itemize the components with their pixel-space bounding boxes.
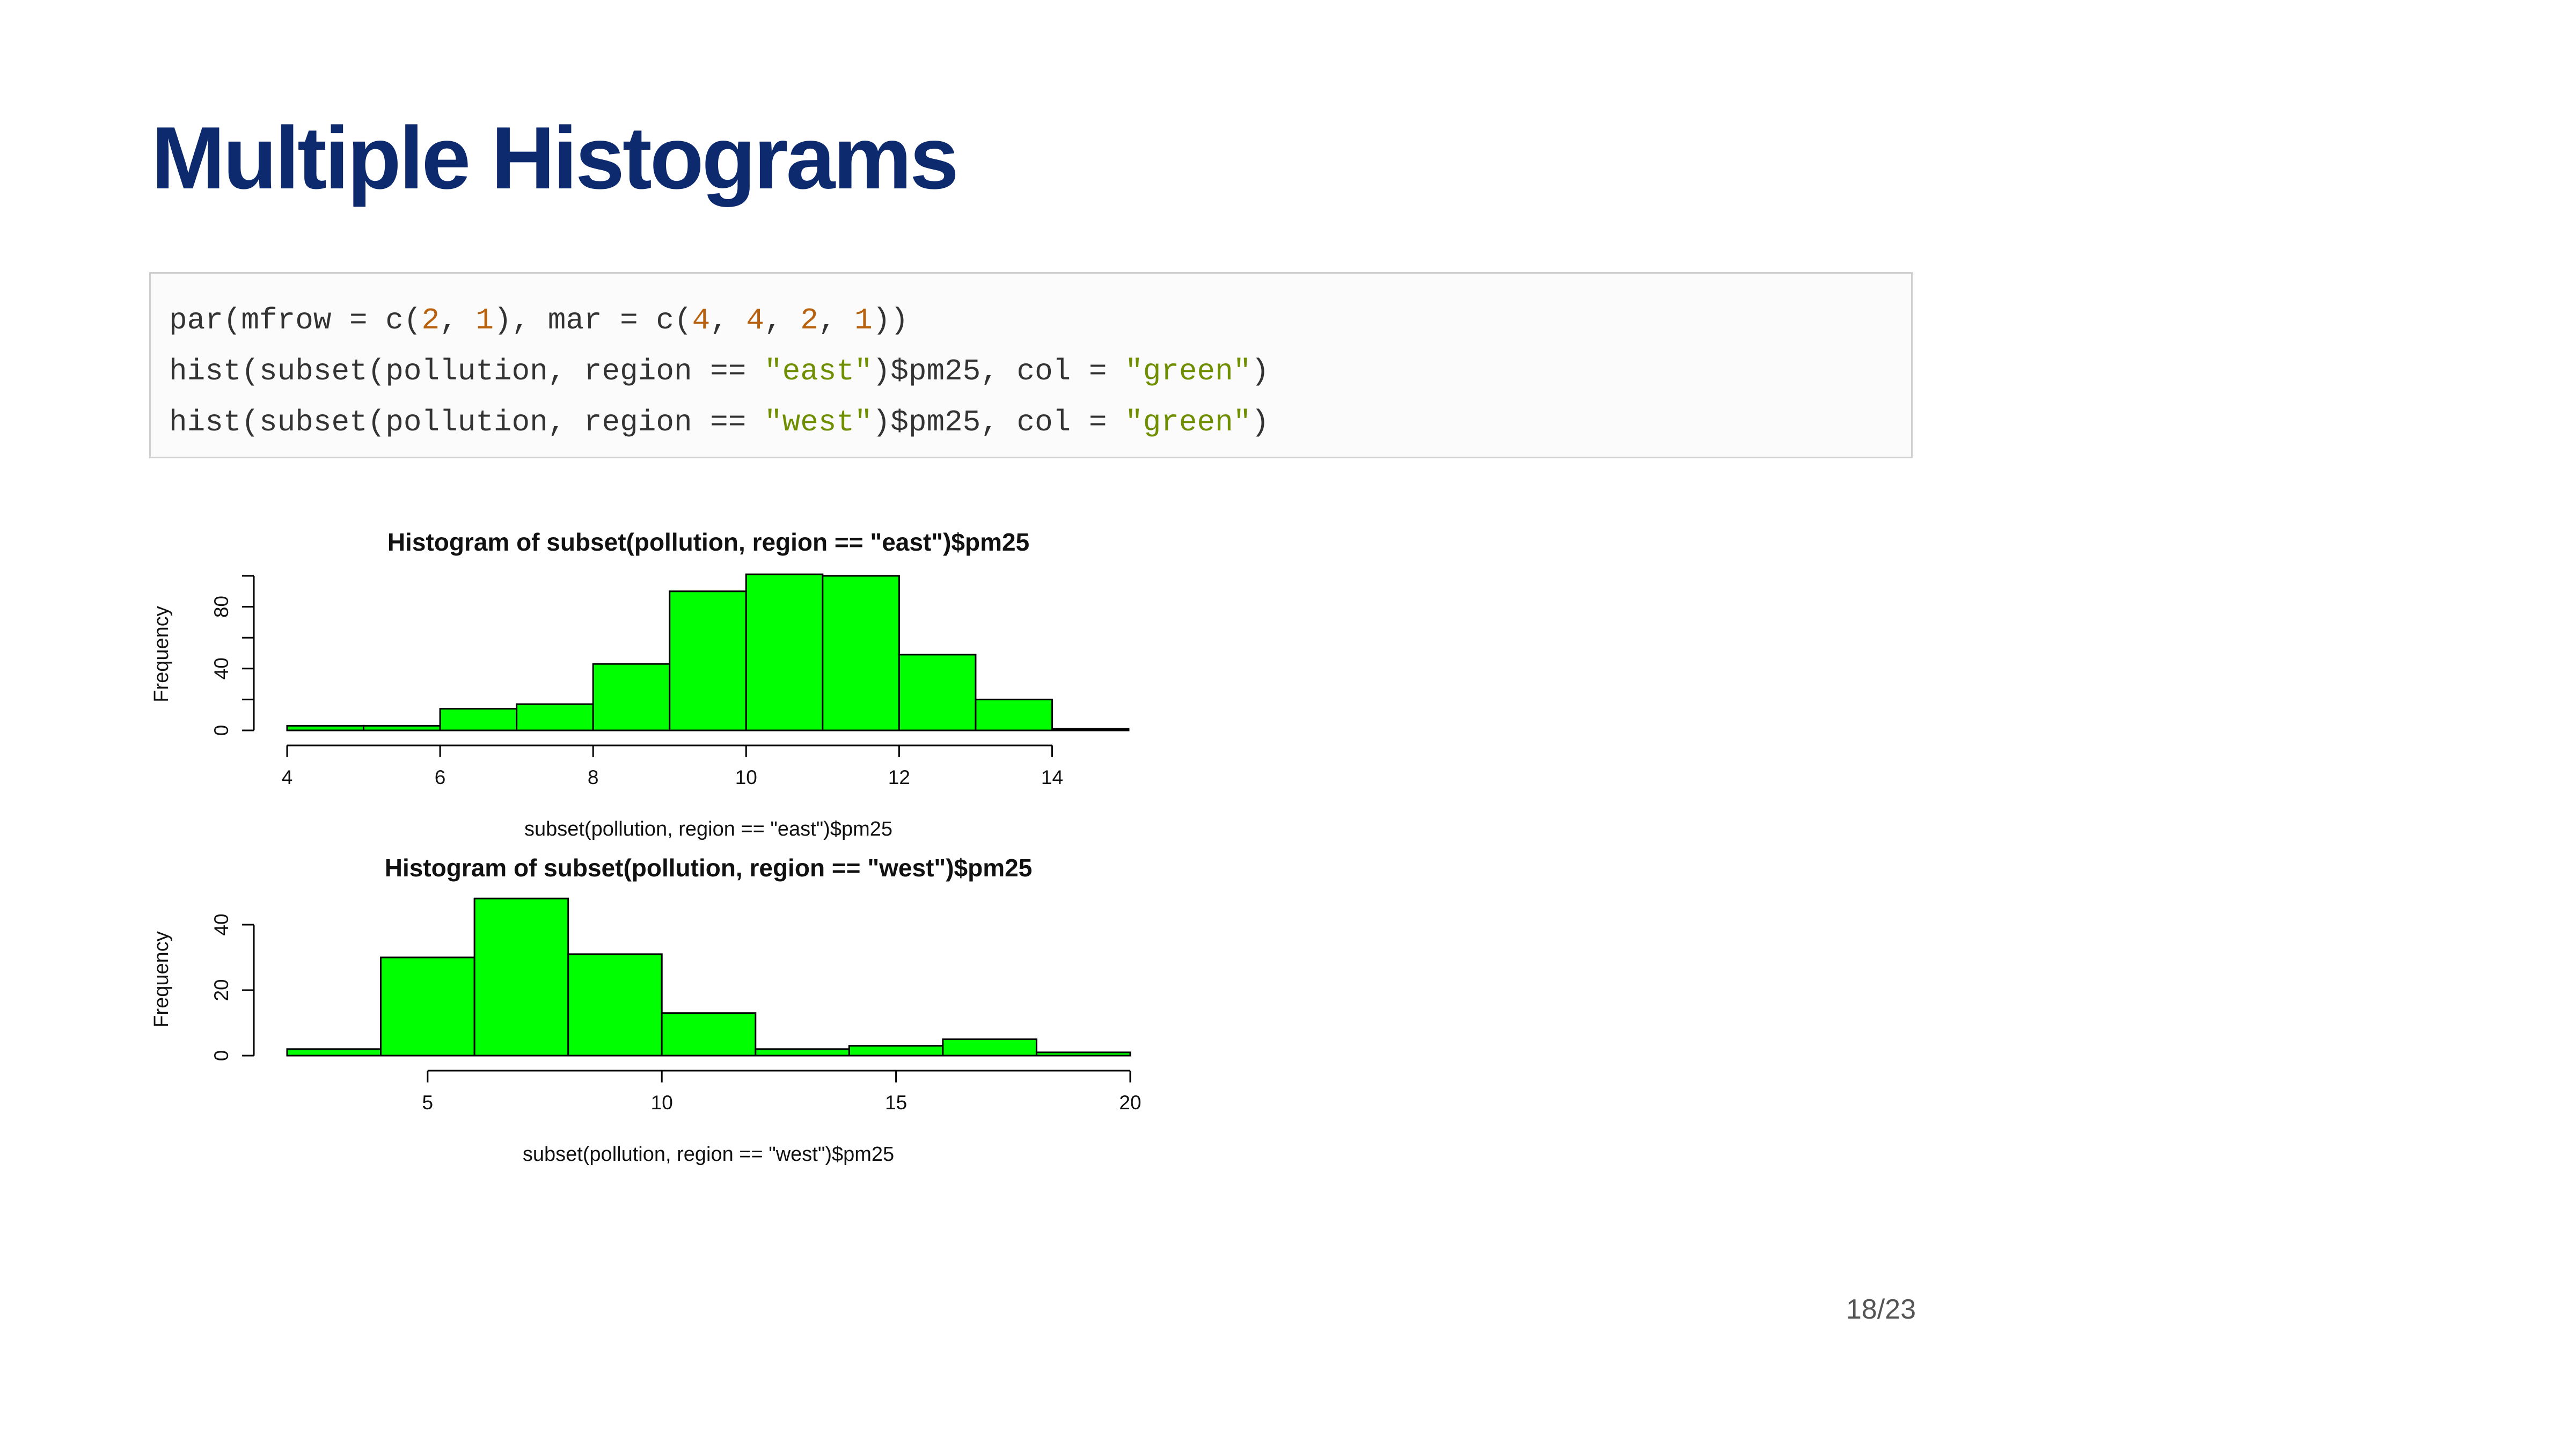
y-tick-label: 80 (210, 596, 232, 618)
code-token: 2 (800, 303, 818, 338)
y-axis-label: Frequency (150, 606, 173, 702)
histogram-bar (473, 897, 569, 1057)
code-token: , (440, 303, 476, 338)
histogram-bar (975, 698, 1053, 731)
x-tick-label: 4 (282, 766, 293, 788)
histogram-bar (380, 956, 475, 1057)
histogram-bar (848, 1045, 944, 1057)
histogram-bar (286, 724, 365, 731)
code-token: )) (872, 303, 909, 338)
code-token: , (764, 303, 801, 338)
x-tick-label: 10 (735, 766, 757, 788)
code-token: , (818, 303, 855, 338)
histogram-bar (567, 953, 663, 1057)
histogram-bar (286, 1048, 382, 1057)
x-tick-label: 8 (588, 766, 599, 788)
y-tick-label: 20 (210, 979, 232, 1001)
x-tick-label: 5 (422, 1092, 434, 1114)
histogram-bar (822, 575, 900, 731)
y-tick-label: 0 (210, 725, 232, 736)
histogram-bar (1051, 728, 1130, 731)
code-token: "west" (764, 405, 873, 440)
code-token: "east" (764, 354, 873, 389)
code-token: ) (1251, 405, 1269, 440)
code-token: 1 (475, 303, 494, 338)
code-token: 2 (421, 303, 440, 338)
histogram-bar (661, 1012, 757, 1057)
histogram-bar (1035, 1051, 1131, 1057)
code-token: ), mar = c( (493, 303, 692, 338)
code-token: hist(subset(pollution, region == (169, 405, 764, 440)
y-tick-label: 0 (210, 1050, 232, 1062)
code-token: 1 (854, 303, 873, 338)
x-tick-label: 6 (435, 766, 446, 788)
code-line: par(mfrow = c(2, 1), mar = c(4, 4, 2, 1)… (169, 295, 1893, 346)
code-token: par(mfrow = c( (169, 303, 422, 338)
code-token: "green" (1125, 354, 1252, 389)
code-token: 4 (746, 303, 765, 338)
histogram-bar (439, 708, 518, 731)
slide-title: Multiple Histograms (151, 108, 959, 207)
code-line: hist(subset(pollution, region == "east")… (169, 346, 1893, 397)
code-token: "green" (1125, 405, 1252, 440)
x-tick-label: 20 (1119, 1092, 1141, 1114)
y-tick-label: 40 (210, 913, 232, 935)
code-token: ) (1251, 354, 1269, 389)
y-axis-label: Frequency (150, 931, 173, 1028)
code-token: )$pm25, col = (872, 354, 1125, 389)
histogram-bar (942, 1038, 1037, 1057)
x-tick-label: 14 (1041, 766, 1063, 788)
x-tick-label: 10 (651, 1092, 673, 1114)
chart-title: Histogram of subset(pollution, region ==… (385, 854, 1033, 882)
histogram-bar (592, 663, 671, 731)
x-tick-label: 15 (885, 1092, 907, 1114)
histogram-bar (898, 654, 977, 731)
histogram-bar (745, 573, 824, 731)
x-tick-label: 12 (888, 766, 910, 788)
histogram-bar (669, 590, 747, 731)
histogram-bar (755, 1048, 850, 1057)
x-axis-label: subset(pollution, region == "east")$pm25 (524, 818, 892, 840)
code-token: , (710, 303, 747, 338)
code-token: 4 (692, 303, 711, 338)
chart-title: Histogram of subset(pollution, region ==… (387, 528, 1029, 556)
code-token: hist(subset(pollution, region == (169, 354, 764, 389)
code-token: )$pm25, col = (872, 405, 1125, 440)
histogram-bar (363, 724, 441, 731)
y-tick-label: 40 (210, 657, 232, 679)
page-number: 18/23 (1846, 1294, 1916, 1325)
code-block: par(mfrow = c(2, 1), mar = c(4, 4, 2, 1)… (149, 272, 1913, 458)
x-axis-label: subset(pollution, region == "west")$pm25 (523, 1143, 894, 1166)
histogram-bar (516, 703, 594, 731)
code-line: hist(subset(pollution, region == "west")… (169, 397, 1893, 448)
